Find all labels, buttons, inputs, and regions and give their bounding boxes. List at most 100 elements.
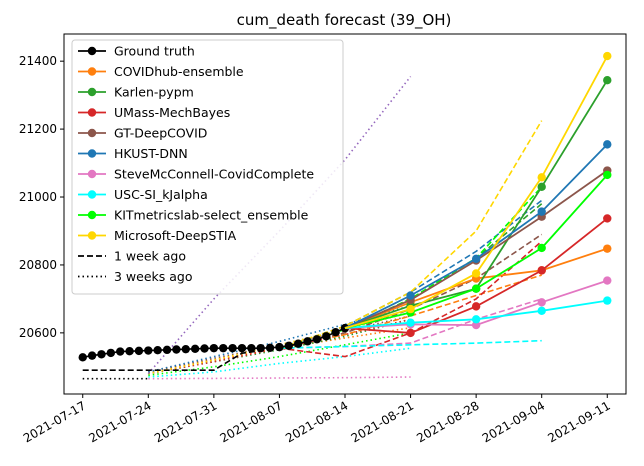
series-point bbox=[537, 173, 546, 182]
legend-label: 3 weeks ago bbox=[114, 269, 193, 284]
ground-truth-point bbox=[87, 351, 97, 360]
ground-truth-point bbox=[144, 346, 153, 355]
series-point bbox=[406, 291, 415, 300]
ground-truth-point bbox=[153, 345, 162, 355]
series-point bbox=[471, 284, 481, 293]
ground-truth-point bbox=[322, 332, 331, 341]
ground-truth-point bbox=[200, 344, 209, 353]
series-point bbox=[471, 254, 481, 264]
ground-truth-point bbox=[293, 339, 303, 348]
ground-truth-point bbox=[134, 346, 144, 356]
chart-title: cum_death forecast (39_OH) bbox=[237, 11, 452, 30]
ground-truth-point bbox=[181, 344, 190, 354]
series-3w-line bbox=[148, 327, 411, 373]
ground-truth-point bbox=[247, 343, 256, 353]
y-tick-label: 20600 bbox=[19, 326, 57, 340]
ground-truth-point bbox=[312, 335, 322, 344]
series-point bbox=[537, 298, 546, 307]
series-point bbox=[603, 296, 612, 305]
series-3w-line bbox=[148, 376, 411, 380]
series-point bbox=[603, 214, 612, 223]
legend-label: 1 week ago bbox=[114, 249, 186, 264]
legend-marker bbox=[87, 108, 97, 117]
ground-truth-point bbox=[106, 348, 116, 358]
ground-truth-point bbox=[303, 337, 312, 346]
legend-marker bbox=[87, 46, 97, 56]
x-tick-label: 2021-08-28 bbox=[414, 398, 481, 445]
y-tick-label: 20800 bbox=[19, 258, 57, 272]
series-point bbox=[537, 182, 546, 192]
x-tick-label: 2021-09-04 bbox=[480, 398, 547, 445]
ground-truth-point bbox=[162, 345, 172, 355]
series-line bbox=[344, 143, 608, 329]
legend-label: HKUST-DNN bbox=[114, 146, 188, 161]
legend-label: GT-DeepCOVID bbox=[114, 126, 207, 141]
legend-marker bbox=[87, 210, 97, 220]
legend-label: UMass-MechBayes bbox=[114, 105, 230, 120]
series-point bbox=[537, 266, 546, 275]
plot-area bbox=[78, 51, 612, 380]
series-3w-line bbox=[148, 332, 411, 377]
x-tick-label: 2021-07-24 bbox=[86, 398, 153, 445]
ground-truth-point bbox=[190, 344, 200, 354]
legend-marker bbox=[87, 87, 97, 97]
series-point bbox=[471, 269, 481, 278]
series-point bbox=[406, 328, 415, 338]
ground-truth-point bbox=[275, 342, 284, 352]
series-point bbox=[603, 140, 612, 149]
series-1w-line bbox=[279, 298, 542, 349]
legend-marker bbox=[87, 67, 97, 76]
x-tick-label: 2021-08-07 bbox=[218, 398, 285, 445]
series-point bbox=[603, 75, 612, 85]
legend-marker bbox=[87, 231, 97, 240]
series-point bbox=[603, 276, 612, 285]
ground-truth-point bbox=[331, 327, 340, 337]
x-tick-label: 2021-07-31 bbox=[152, 398, 219, 445]
ground-truth-point bbox=[97, 350, 106, 359]
legend-marker bbox=[87, 190, 97, 199]
legend-label: SteveMcConnell-CovidComplete bbox=[114, 167, 314, 182]
series-point bbox=[603, 51, 612, 61]
legend-label: Karlen-pypm bbox=[114, 85, 194, 100]
ground-truth-point bbox=[237, 343, 247, 353]
x-tick-label: 2021-09-11 bbox=[545, 398, 612, 445]
y-tick-label: 21400 bbox=[19, 54, 57, 68]
ground-truth-point bbox=[172, 345, 181, 354]
legend-label: KITmetricslab-select_ensemble bbox=[114, 208, 309, 223]
series-point bbox=[471, 302, 481, 311]
ground-truth-point bbox=[228, 343, 237, 353]
series-1w-line bbox=[279, 339, 542, 349]
series-1w-line bbox=[279, 120, 543, 349]
series-3w-line bbox=[148, 347, 411, 378]
series-point bbox=[471, 320, 481, 330]
series-point bbox=[471, 315, 481, 324]
truth-1w-line bbox=[82, 347, 280, 371]
legend-marker bbox=[87, 128, 97, 138]
legend: Ground truth COVIDhub-ensemble Karlen-pypm… bbox=[71, 39, 344, 295]
legend-box bbox=[71, 39, 344, 295]
ground-truth-point bbox=[78, 353, 87, 362]
legend-label: COVIDhub-ensemble bbox=[114, 64, 244, 79]
series-point bbox=[406, 304, 415, 314]
x-tick-label: 2021-07-17 bbox=[21, 398, 88, 445]
ground-truth-point bbox=[116, 347, 125, 356]
legend-marker bbox=[87, 169, 97, 179]
legend-label: USC-SI_kJalpha bbox=[114, 187, 208, 202]
ground-truth-point bbox=[265, 343, 275, 353]
y-tick-label: 21000 bbox=[19, 190, 57, 204]
ground-truth-point bbox=[219, 343, 228, 353]
y-tick-label: 21200 bbox=[19, 122, 57, 136]
series-point bbox=[537, 243, 546, 253]
series-point bbox=[406, 318, 415, 327]
ground-truth-point bbox=[256, 343, 265, 353]
x-tick-label: 2021-08-14 bbox=[283, 398, 350, 445]
ground-truth-point bbox=[125, 347, 134, 356]
x-tick-label: 2021-08-21 bbox=[349, 398, 416, 445]
ground-truth-point bbox=[284, 341, 293, 350]
legend-marker bbox=[87, 149, 97, 158]
series-point bbox=[603, 244, 612, 253]
ground-truth-point bbox=[209, 343, 219, 353]
legend-label: Ground truth bbox=[114, 44, 195, 59]
series-point bbox=[537, 207, 546, 216]
